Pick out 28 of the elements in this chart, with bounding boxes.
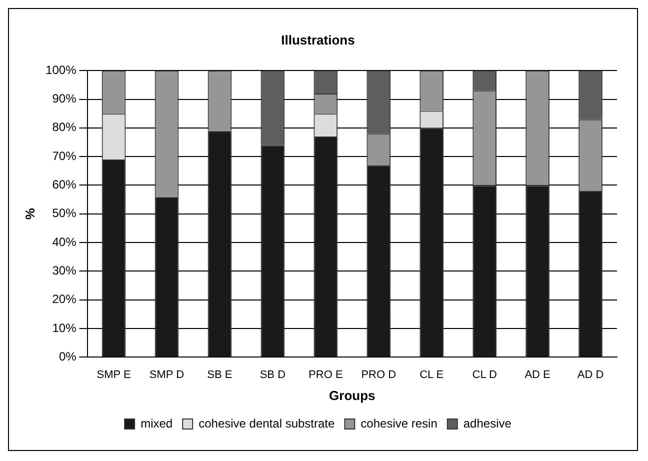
x-tick-label: SB E	[207, 368, 232, 381]
legend-label: adhesive	[463, 416, 512, 430]
y-tick-label: 80%	[52, 120, 77, 134]
y-tick-label: 30%	[52, 264, 77, 278]
y-tick-label: 20%	[52, 292, 77, 306]
y-axis-title: %	[22, 208, 38, 220]
x-tick-label: CL D	[472, 368, 497, 381]
y-tick-label: 40%	[52, 234, 77, 249]
y-tick-label: 60%	[52, 178, 77, 192]
y-tick-label: 90%	[52, 92, 77, 106]
y-tick-label: 100%	[46, 62, 77, 77]
chart-title: Illustrations	[281, 32, 355, 48]
y-tick-label: 10%	[52, 320, 77, 335]
x-tick-label: PRO E	[308, 368, 343, 381]
legend-label: mixed	[140, 416, 173, 430]
x-tick-label: AD E	[524, 368, 550, 381]
x-tick-label: SMP E	[96, 368, 131, 381]
x-tick-label: SB D	[260, 368, 286, 381]
y-tick-label: 50%	[52, 206, 77, 220]
legend-label: cohesive dental substrate	[198, 416, 336, 430]
x-axis-title: Groups	[329, 388, 376, 403]
x-tick-label: AD D	[577, 368, 604, 381]
y-tick-label: 70%	[52, 148, 77, 163]
legend-label: cohesive resin	[360, 416, 438, 430]
x-tick-label: CL E	[420, 368, 444, 381]
y-tick-label: 0%	[58, 350, 77, 364]
x-tick-label: SMP D	[149, 368, 184, 381]
x-tick-label: PRO D	[361, 368, 396, 381]
